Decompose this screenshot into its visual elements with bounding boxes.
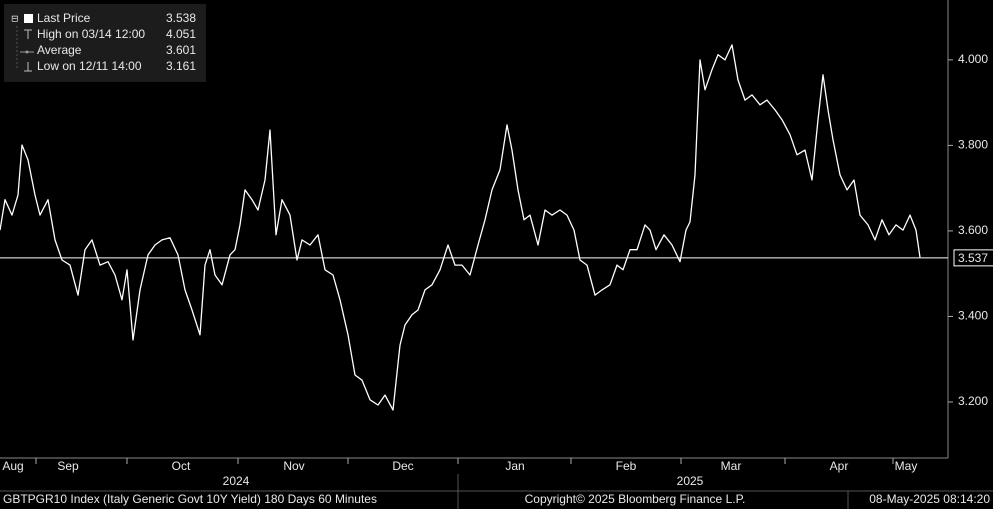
legend-label: Low on 12/11 14:00	[37, 59, 142, 73]
last-price-tag	[953, 249, 993, 267]
legend-icon: ⊟	[11, 13, 19, 23]
x-tick-label: Aug	[2, 459, 23, 473]
x-tick-label: Mar	[721, 459, 742, 473]
legend-label: Last Price	[37, 11, 91, 25]
x-tick-label: Apr	[830, 459, 849, 473]
year-label: 2024	[223, 474, 250, 488]
y-tick-label: 4.000	[958, 52, 988, 66]
y-tick-label: 3.800	[958, 138, 988, 152]
x-tick-label: Nov	[283, 459, 304, 473]
footer-left: GBTPGR10 Index (Italy Generic Govt 10Y Y…	[3, 492, 377, 506]
legend-icon	[24, 29, 32, 39]
x-tick-label: Oct	[172, 459, 191, 473]
legend-value: 3.161	[166, 59, 196, 73]
y-tick-label: 3.600	[958, 223, 988, 237]
price-line	[0, 44, 921, 411]
x-tick-label: Feb	[616, 459, 637, 473]
x-tick-label: May	[895, 459, 918, 473]
last-price-label: 3.537	[958, 251, 988, 265]
legend-icon	[24, 14, 33, 23]
legend-value: 4.051	[166, 27, 196, 41]
legend-icon	[24, 62, 32, 72]
legend-box	[4, 4, 206, 82]
x-tick-label: Dec	[392, 459, 413, 473]
legend-value: 3.601	[166, 43, 196, 57]
legend-label: High on 03/14 12:00	[37, 27, 145, 41]
legend-value: 3.538	[166, 11, 196, 25]
y-tick-label: 3.200	[958, 394, 988, 408]
footer-center: Copyright© 2025 Bloomberg Finance L.P.	[525, 492, 746, 506]
legend-label: Average	[37, 43, 82, 57]
legend-icon	[25, 50, 29, 54]
footer-right: 08-May-2025 08:14:20	[869, 492, 990, 506]
plot-area	[0, 44, 921, 411]
year-label: 2025	[677, 474, 704, 488]
x-tick-label: Jan	[505, 459, 524, 473]
x-tick-label: Sep	[57, 459, 79, 473]
y-tick-label: 3.400	[958, 309, 988, 323]
